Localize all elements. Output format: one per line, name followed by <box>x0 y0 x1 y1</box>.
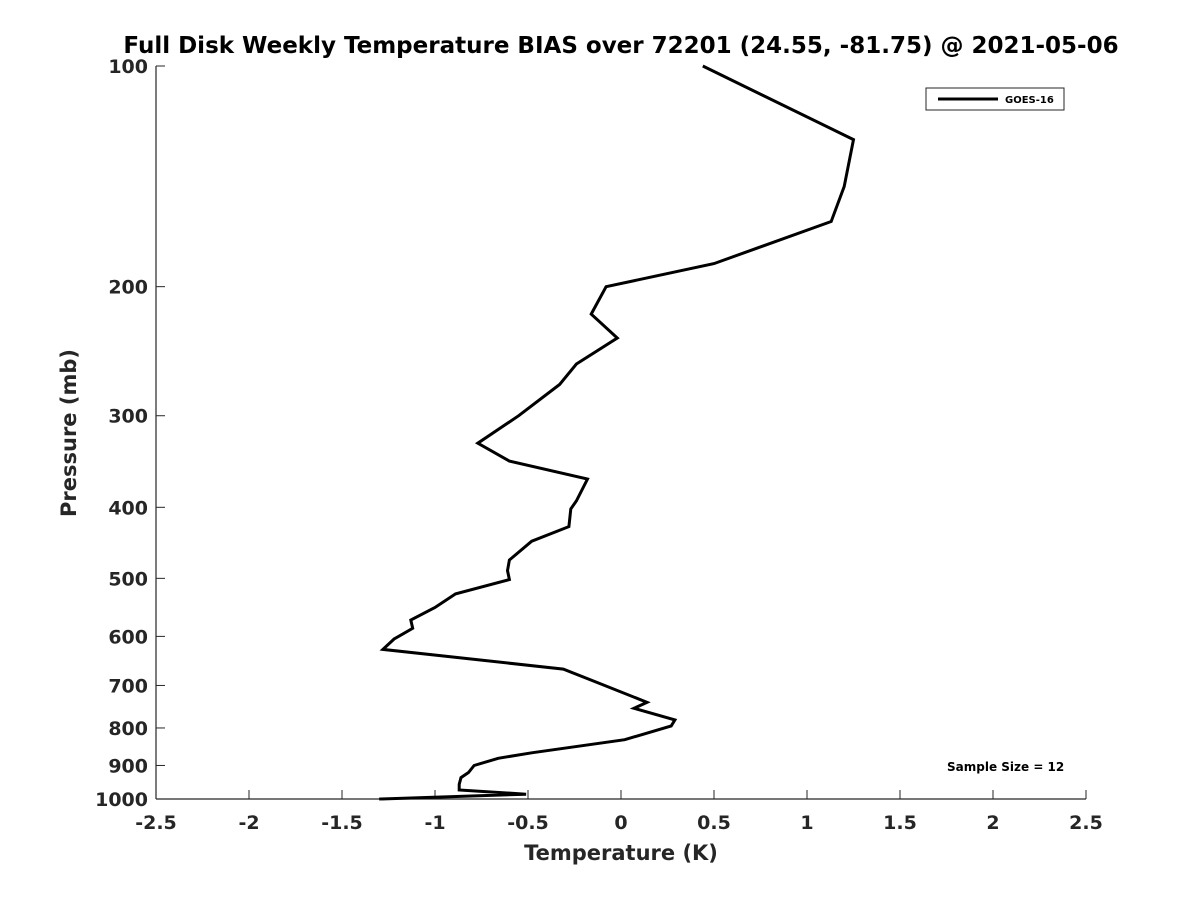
x-tick-label: 2 <box>986 812 999 834</box>
legend-label-goes-16: GOES-16 <box>1005 95 1054 106</box>
y-tick-label: 700 <box>108 675 148 697</box>
plot-area <box>155 66 1086 800</box>
x-tick-label: 0.5 <box>697 812 731 834</box>
series-line-goes-16 <box>379 64 856 801</box>
x-tick-label: 1.5 <box>883 812 917 834</box>
y-tick-label: 1000 <box>95 789 148 811</box>
sample-size-annotation: Sample Size = 12 <box>947 760 1064 774</box>
y-tick-label: 500 <box>108 568 148 590</box>
x-ticks: -2.5 -2 -1.5 -1 -0.5 0 0.5 1 1.5 2 2.5 <box>135 790 1103 834</box>
x-tick-label: -2.5 <box>135 812 177 834</box>
x-tick-label: -0.5 <box>507 812 549 834</box>
y-tick-label: 300 <box>108 406 148 428</box>
chart-title: Full Disk Weekly Temperature BIAS over 7… <box>123 33 1118 59</box>
x-tick-label: 1 <box>800 812 813 834</box>
legend: GOES-16 <box>925 87 1065 111</box>
y-tick-label: 400 <box>108 497 148 519</box>
y-tick-label: 600 <box>108 626 148 648</box>
y-axis-label: Pressure (mb) <box>57 349 81 517</box>
y-tick-label: 200 <box>108 277 148 299</box>
x-tick-label: -2 <box>238 812 259 834</box>
y-tick-label: 100 <box>108 56 148 78</box>
x-tick-label: -1 <box>424 812 445 834</box>
y-ticks: 100 200 300 400 500 600 700 800 900 1000 <box>95 56 165 811</box>
y-tick-label: 800 <box>108 718 148 740</box>
x-tick-label: 0 <box>614 812 627 834</box>
x-tick-label: -1.5 <box>321 812 363 834</box>
x-tick-label: 2.5 <box>1069 812 1103 834</box>
y-tick-label: 900 <box>108 755 148 777</box>
x-axis-label: Temperature (K) <box>524 841 718 865</box>
